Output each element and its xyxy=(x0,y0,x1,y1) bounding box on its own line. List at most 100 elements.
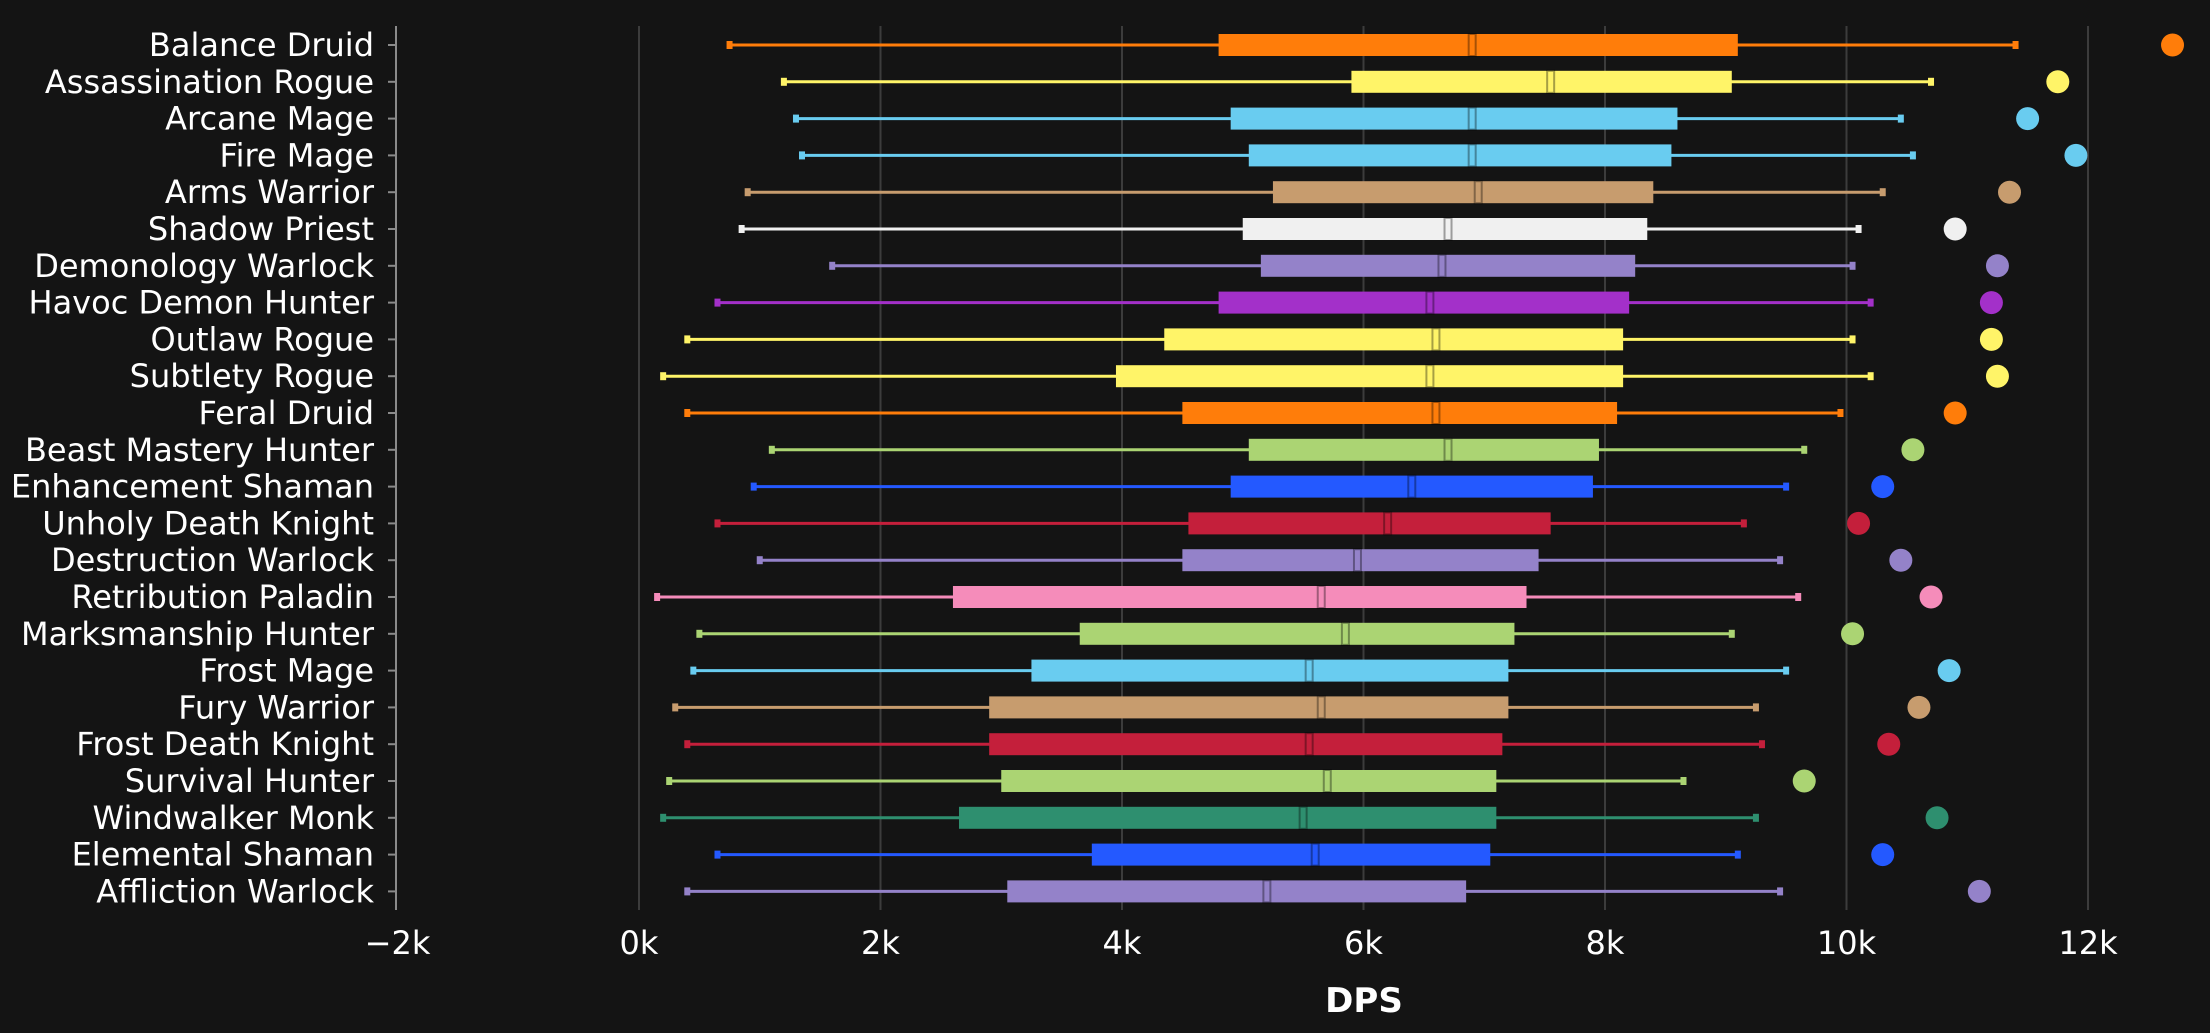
whisker-min-cap xyxy=(780,77,787,86)
max-dps-point xyxy=(1792,769,1816,793)
max-dps-point xyxy=(2046,70,2070,94)
grid-lines xyxy=(638,26,2089,910)
x-tick-label: 2k xyxy=(861,924,900,962)
max-dps-point xyxy=(1985,364,2009,388)
median-marker xyxy=(1443,217,1453,241)
box-row xyxy=(768,437,1925,462)
whisker-min-cap xyxy=(726,41,733,49)
median-marker xyxy=(1322,769,1332,793)
iqr-box xyxy=(952,586,1527,608)
iqr-box xyxy=(1188,512,1551,535)
whisker-min-cap xyxy=(744,188,751,197)
box-row xyxy=(714,290,2003,315)
max-dps-point xyxy=(1871,843,1895,867)
iqr-box xyxy=(1218,291,1630,314)
spec-label: Fury Warrior xyxy=(178,688,375,726)
median-marker xyxy=(1431,401,1441,425)
max-dps-point xyxy=(1925,806,1949,830)
x-tick-label: 4k xyxy=(1103,924,1142,962)
box-row xyxy=(799,143,2088,168)
max-dps-point xyxy=(1871,475,1895,499)
spec-label: Arms Warrior xyxy=(165,173,375,211)
box-row xyxy=(684,732,1901,757)
spec-label: Outlaw Rogue xyxy=(150,320,374,358)
spec-label: Frost Death Knight xyxy=(76,725,374,763)
iqr-box xyxy=(1248,144,1672,167)
box-row xyxy=(672,695,1931,720)
max-dps-point xyxy=(1979,327,2003,351)
spec-label: Retribution Paladin xyxy=(71,578,374,616)
whisker-min-cap xyxy=(750,482,757,491)
max-dps-point xyxy=(1943,401,1967,425)
whisker-max-cap xyxy=(1897,114,1904,123)
max-dps-point xyxy=(1985,254,2009,278)
median-marker xyxy=(1304,658,1314,683)
box-row xyxy=(684,327,2003,352)
spec-label: Demonology Warlock xyxy=(34,247,374,285)
whisker-max-cap xyxy=(1867,372,1874,381)
whisker-max-cap xyxy=(1867,298,1874,307)
median-marker xyxy=(1467,143,1477,168)
x-tick-label: 8k xyxy=(1586,924,1625,962)
whisker-min-cap xyxy=(756,556,763,565)
median-marker xyxy=(1298,805,1308,830)
iqr-box xyxy=(1079,622,1515,645)
x-tick-label: 0k xyxy=(620,924,659,962)
iqr-box xyxy=(1007,880,1467,903)
max-dps-point xyxy=(1901,438,1925,462)
median-marker xyxy=(1425,364,1435,389)
whisker-min-cap xyxy=(799,151,806,160)
box-row xyxy=(726,33,2185,57)
median-marker xyxy=(1425,290,1435,315)
spec-label: Assassination Rogue xyxy=(45,63,374,101)
iqr-box xyxy=(989,733,1503,756)
iqr-box xyxy=(1260,254,1636,277)
box-row xyxy=(738,217,1967,241)
iqr-box xyxy=(958,806,1497,829)
whisker-max-cap xyxy=(1837,409,1844,417)
whisker-max-cap xyxy=(1728,629,1735,638)
max-dps-point xyxy=(2016,107,2040,131)
x-axis-tick-labels: −2k 0k 2k 4k 6k 8k 10k 12k xyxy=(365,924,2118,962)
whisker-min-cap xyxy=(829,261,836,270)
whisker-max-cap xyxy=(1680,777,1687,785)
spec-label: Unholy Death Knight xyxy=(42,504,374,542)
whisker-max-cap xyxy=(1734,850,1741,859)
median-marker xyxy=(1431,327,1441,352)
max-dps-point xyxy=(2064,143,2088,167)
whisker-min-cap xyxy=(660,813,667,822)
box-row xyxy=(829,253,2009,278)
x-tick-label: 10k xyxy=(1817,924,1877,962)
whisker-max-cap xyxy=(1777,556,1784,565)
iqr-box xyxy=(1218,34,1738,56)
median-marker xyxy=(1304,732,1314,757)
box-row xyxy=(792,106,2040,131)
spec-label: Enhancement Shaman xyxy=(11,468,374,506)
median-marker xyxy=(1407,474,1417,499)
median-marker xyxy=(1546,69,1556,94)
box-row xyxy=(756,548,1913,573)
spec-label: Elemental Shaman xyxy=(72,836,374,874)
whisker-min-cap xyxy=(684,887,691,896)
whisker-min-cap xyxy=(660,372,667,381)
whisker-max-cap xyxy=(1849,261,1856,270)
box-row xyxy=(684,401,1967,425)
whisker-max-cap xyxy=(1795,593,1802,601)
box-row xyxy=(750,474,1895,499)
max-dps-point xyxy=(1979,291,2003,315)
iqr-box xyxy=(1001,770,1497,792)
whisker-max-cap xyxy=(1752,703,1759,712)
median-marker xyxy=(1467,106,1477,131)
box-row xyxy=(780,69,2070,94)
whisker-min-cap xyxy=(768,445,775,454)
whisker-min-cap xyxy=(690,666,697,675)
median-marker xyxy=(1437,253,1447,278)
max-dps-point xyxy=(1907,695,1931,719)
whisker-max-cap xyxy=(1928,77,1935,86)
whisker-max-cap xyxy=(1801,445,1808,454)
whisker-min-cap xyxy=(714,519,721,528)
iqr-box xyxy=(1248,438,1599,461)
max-dps-point xyxy=(1919,585,1943,609)
spec-label: Feral Druid xyxy=(199,394,374,432)
box-row xyxy=(684,879,1991,904)
